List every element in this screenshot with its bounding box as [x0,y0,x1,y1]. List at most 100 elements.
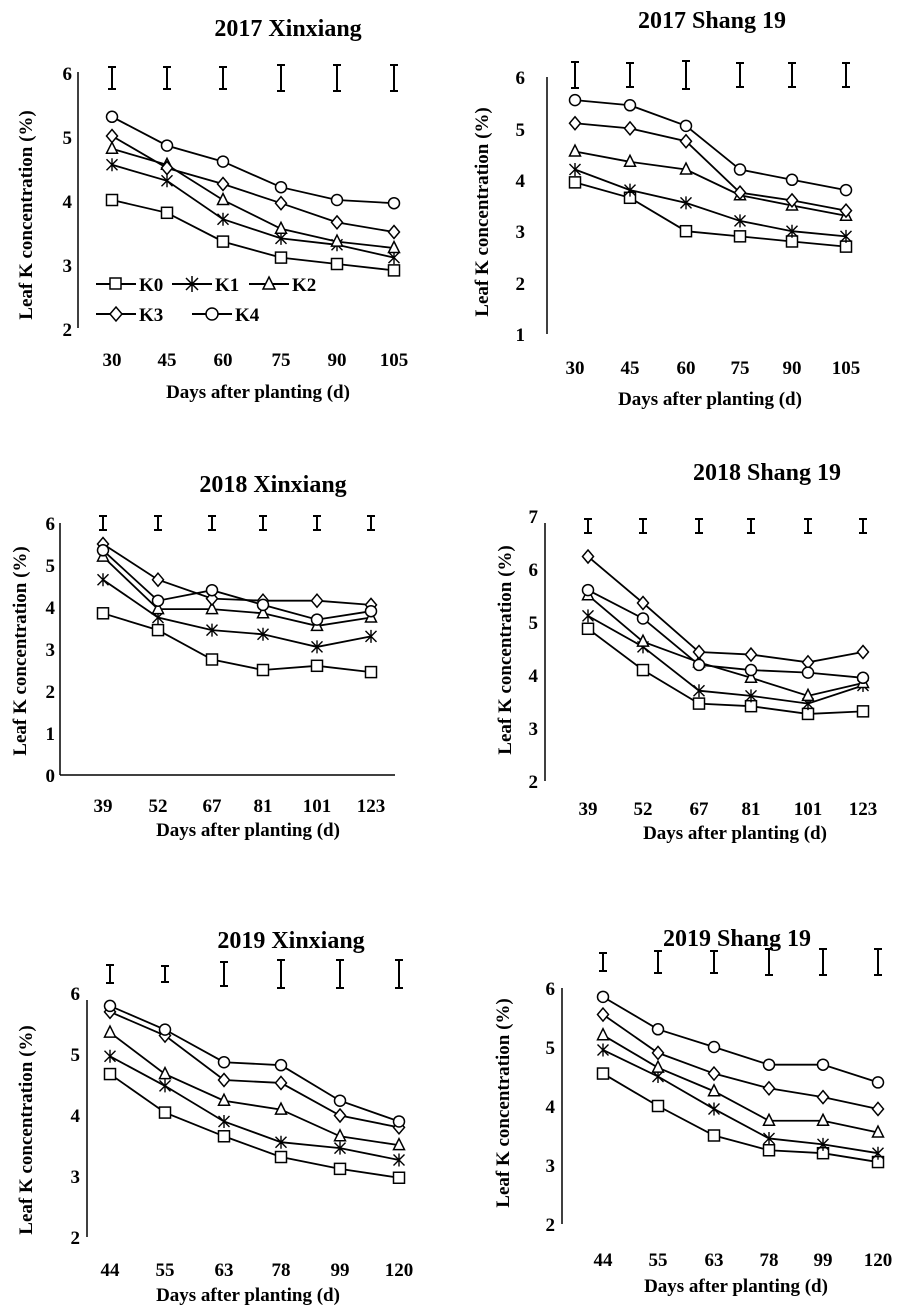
panel-2017-xinxiang: 2017 Xinxiang Leaf K concentration (%) D… [16,16,408,403]
data-point-circle [651,1023,665,1036]
legend-label: K1 [215,275,239,296]
y-tick-label: 5 [516,120,526,141]
data-point-star [275,1135,287,1149]
series-line-k3 [587,555,864,664]
data-point-star [708,1102,720,1116]
panel-2018-xinxiang: 2018 Xinxiang Leaf K concentration (%) D… [10,472,385,841]
x-tick-label: 67 [203,796,223,817]
panel-2018-shang19: 2018 Shang 19 Leaf K concentration (%) D… [495,460,877,844]
x-tick-label: 81 [742,799,761,820]
data-point-star [680,196,692,210]
data-point-diamond [217,1072,231,1088]
data-point-triangle [105,140,119,155]
error-bar [336,959,344,989]
data-point-diamond [651,1045,665,1061]
x-tick-label: 120 [864,1250,893,1271]
y-tick-label: 2 [71,1228,81,1249]
data-point-triangle [651,1059,665,1073]
data-point-triangle [151,600,165,615]
data-point-star [97,573,109,587]
data-point-square [310,659,324,673]
data-point-star [745,689,757,703]
data-point-circle [105,110,119,124]
chart-title: 2018 Xinxiang [199,472,346,498]
chart-title: 2017 Xinxiang [214,16,361,42]
error-bar [710,950,718,974]
y-tick-label: 5 [63,128,73,149]
error-bar [747,518,755,534]
data-point-triangle [158,1065,172,1080]
data-point-square [274,1150,288,1164]
data-point-circle [158,1023,172,1036]
data-point-star [582,609,594,623]
y-tick-label: 6 [71,984,81,1005]
data-point-diamond [679,133,693,149]
y-tick-label: 6 [46,514,56,535]
plot-layer [59,60,885,1237]
data-point-star [763,1131,775,1145]
legend-marker-circle [205,307,219,321]
series-line-k0 [102,612,372,673]
x-tick-label: 30 [566,358,585,379]
data-point-square [105,193,119,207]
y-tick-label: 6 [63,64,73,85]
series-line-k1 [111,163,395,259]
data-point-diamond [160,160,174,176]
y-tick-label: 2 [46,682,56,703]
data-point-square [581,622,595,636]
error-bar [695,518,703,534]
data-point-star [217,212,229,226]
y-tick-labels: 2 3 4 5 6 [546,979,556,1236]
plot-area [86,959,406,1237]
series-line-k2 [111,147,395,249]
error-bar [390,64,398,92]
plot-area [546,60,853,334]
y-tick-label: 2 [546,1215,556,1236]
legend-label: K0 [139,275,163,296]
x-tick-label: 52 [149,796,168,817]
x-tick-labels: 39 52 67 81 101 123 [94,796,386,817]
legend-item-k3: K3 [96,305,163,326]
data-point-star [734,214,746,228]
series-line-k1 [574,168,847,238]
x-tick-label: 52 [634,799,653,820]
panel-2017-shang19: 2017 Shang 19 Leaf K concentration (%) D… [472,8,860,410]
data-point-square [679,224,693,238]
y-tick-label: 6 [516,68,526,89]
y-axis-label: Leaf K concentration (%) [16,1025,37,1234]
data-point-triangle [256,605,270,619]
series-line-k0 [111,199,395,272]
series-line-k1 [587,615,864,705]
y-tick-label: 4 [546,1097,556,1118]
y-tick-label: 1 [46,724,56,745]
x-tick-labels: 44 55 63 78 99 120 [594,1250,893,1271]
error-bar [277,959,285,989]
data-point-triangle [596,1027,610,1041]
y-tick-labels: 2 3 4 5 6 7 [529,507,539,793]
data-point-circle [856,671,870,685]
x-tick-label: 78 [760,1250,779,1271]
data-point-star [786,224,798,238]
y-tick-label: 5 [71,1045,81,1066]
data-point-circle [692,658,706,672]
data-point-square [568,176,582,189]
data-point-square [651,1099,665,1113]
x-tick-label: 101 [303,796,332,817]
x-tick-label: 60 [214,350,233,371]
data-point-circle [330,193,344,207]
x-tick-label: 45 [621,358,640,379]
y-tick-label: 4 [529,666,539,687]
x-tick-label: 99 [331,1260,350,1281]
data-point-square [692,697,706,710]
series-line-k4 [102,549,372,621]
series-line-k1 [102,578,372,648]
x-tick-label: 60 [677,358,696,379]
data-point-circle [679,119,693,133]
error-bar [626,62,634,88]
x-tick-label: 39 [94,796,113,817]
x-tick-label: 81 [254,796,273,817]
series-line-k3 [109,1011,400,1129]
error-bar [584,518,592,534]
legend-marker-square [109,277,122,290]
